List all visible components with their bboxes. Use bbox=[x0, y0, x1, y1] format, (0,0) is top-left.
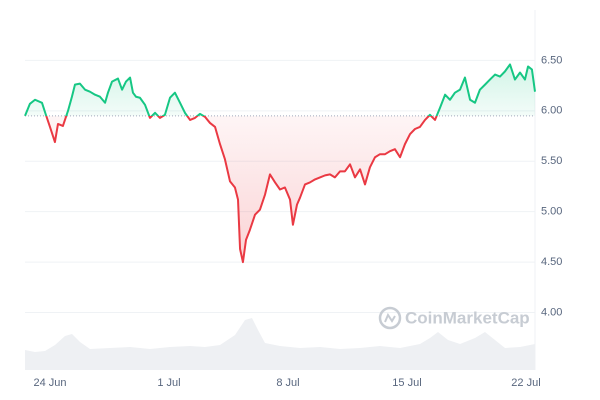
x-tick-label: 1 Jul bbox=[157, 377, 180, 389]
x-tick-label: 22 Jul bbox=[511, 377, 540, 389]
y-tick-label: 5.00 bbox=[541, 206, 562, 218]
watermark-logo bbox=[378, 306, 402, 330]
y-tick-label: 5.50 bbox=[541, 155, 562, 167]
x-tick-label: 15 Jul bbox=[392, 377, 421, 389]
area-fill bbox=[25, 64, 535, 263]
y-tick-label: 6.00 bbox=[541, 105, 562, 117]
watermark: CoinMarketCap bbox=[405, 308, 530, 327]
x-tick-label: 24 Jun bbox=[33, 377, 66, 389]
y-tick-label: 4.50 bbox=[541, 256, 562, 268]
y-tick-label: 6.50 bbox=[541, 54, 562, 66]
volume-area bbox=[25, 318, 535, 370]
price-line bbox=[24, 63, 536, 264]
y-tick-label: 4.00 bbox=[541, 306, 562, 318]
x-tick-label: 8 Jul bbox=[276, 377, 299, 389]
